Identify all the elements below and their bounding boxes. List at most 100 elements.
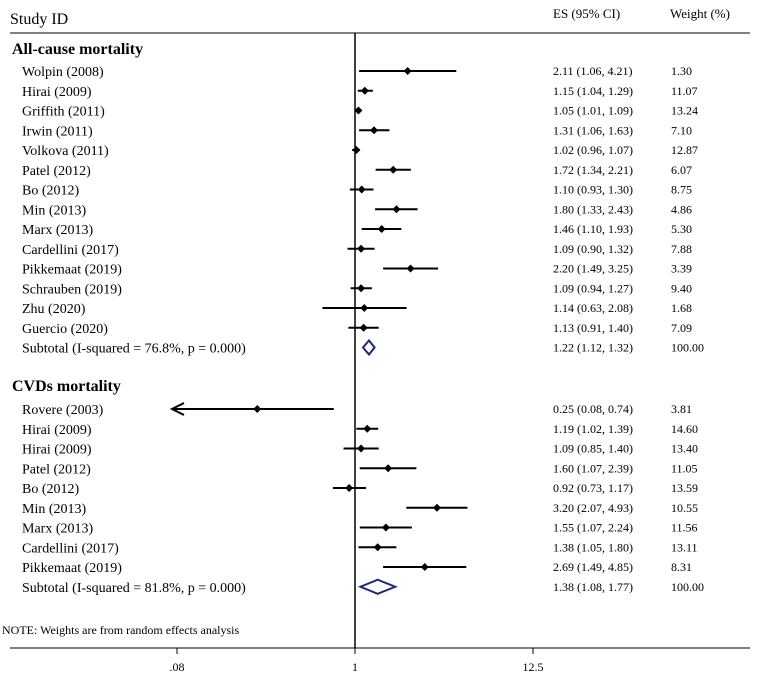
- study-row: Cardellini (2017) 1.38 (1.05, 1.80) 13.11: [22, 540, 698, 556]
- point-estimate: [384, 464, 393, 473]
- point-estimate: [354, 106, 363, 115]
- weight-value: 11.07: [671, 84, 698, 98]
- weight-value: 10.55: [671, 501, 698, 515]
- study-label: Marx (2013): [22, 223, 93, 238]
- study-label: Hirai (2009): [22, 443, 92, 458]
- study-label: Rovere (2003): [22, 403, 104, 418]
- point-estimate: [389, 165, 398, 174]
- point-estimate: [370, 126, 379, 135]
- study-row: Min (2013) 3.20 (2.07, 4.93) 10.55: [22, 501, 698, 517]
- study-row: Marx (2013) 1.55 (1.07, 2.24) 11.56: [22, 521, 698, 537]
- study-label: Schrauben (2019): [22, 282, 122, 297]
- subtotal-row: Subtotal (I-squared = 81.8%, p = 0.000) 1…: [22, 578, 704, 596]
- study-label: Volkova (2011): [22, 144, 109, 159]
- point-estimate: [377, 225, 386, 233]
- point-estimate: [357, 284, 366, 293]
- study-row: Zhu (2020) 1.14 (0.63, 2.08) 1.68: [22, 301, 692, 317]
- point-estimate: [381, 523, 390, 532]
- study-label: Cardellini (2017): [22, 541, 119, 556]
- es-ci-value: 1.09 (0.90, 1.32): [553, 242, 633, 256]
- weight-value: 100.00: [671, 580, 704, 594]
- point-estimate: [373, 543, 382, 552]
- study-label: Cardellini (2017): [22, 243, 119, 258]
- forest-rows: All-cause mortality Wolpin (2008) 2.11 (1.…: [12, 41, 704, 596]
- weight-value: 13.11: [671, 540, 698, 554]
- es-ci-header: ES (95% CI): [553, 6, 620, 21]
- point-estimate: [406, 264, 415, 273]
- es-ci-value: 1.46 (1.10, 1.93): [553, 222, 633, 236]
- study-label: Bo (2012): [22, 482, 80, 497]
- study-row: Hirai (2009) 1.09 (0.85, 1.40) 13.40: [22, 442, 698, 458]
- point-estimate: [392, 205, 401, 214]
- weight-value: 100.00: [671, 341, 704, 355]
- weight-value: 1.68: [671, 301, 692, 315]
- study-row: Min (2013) 1.80 (1.33, 2.43) 4.86: [22, 202, 692, 218]
- ci-arrow: [169, 402, 185, 416]
- es-ci-value: 1.13 (0.91, 1.40): [553, 321, 633, 335]
- study-row: Marx (2013) 1.46 (1.10, 1.93) 5.30: [22, 222, 692, 238]
- weight-value: 8.31: [671, 560, 692, 574]
- es-ci-value: 1.10 (0.93, 1.30): [553, 183, 633, 197]
- study-label: Min (2013): [22, 203, 87, 218]
- es-ci-value: 0.92 (0.73, 1.17): [553, 481, 633, 495]
- study-row: Wolpin (2008) 2.11 (1.06, 4.21) 1.30: [22, 64, 692, 80]
- es-ci-value: 0.25 (0.08, 0.74): [553, 402, 633, 416]
- study-row: Guercio (2020) 1.13 (0.91, 1.40) 7.09: [22, 321, 692, 337]
- weight-value: 8.75: [671, 183, 692, 197]
- point-estimate: [357, 444, 366, 453]
- point-estimate: [357, 244, 366, 253]
- study-row: Schrauben (2019) 1.09 (0.94, 1.27) 9.40: [22, 281, 692, 297]
- subtotal-row: Subtotal (I-squared = 76.8%, p = 0.000) 1…: [22, 338, 704, 357]
- study-row: Patel (2012) 1.72 (1.34, 2.21) 6.07: [22, 163, 692, 179]
- point-estimate: [360, 304, 369, 312]
- study-row: Volkova (2011) 1.02 (0.96, 1.07) 12.87: [22, 143, 698, 159]
- study-label: Min (2013): [22, 502, 87, 517]
- weight-value: 1.30: [671, 64, 692, 78]
- study-row: Hirai (2009) 1.15 (1.04, 1.29) 11.07: [22, 84, 698, 100]
- study-label: Griffith (2011): [22, 105, 105, 120]
- es-ci-value: 1.80 (1.33, 2.43): [553, 202, 633, 216]
- weight-header: Weight (%): [670, 6, 730, 21]
- study-label: Guercio (2020): [22, 322, 108, 337]
- es-ci-value: 1.31 (1.06, 1.63): [553, 123, 633, 137]
- es-ci-value: 1.38 (1.08, 1.77): [553, 580, 633, 594]
- es-ci-value: 2.69 (1.49, 4.85): [553, 560, 633, 574]
- subtotal-label: Subtotal (I-squared = 76.8%, p = 0.000): [22, 342, 246, 357]
- study-row: Cardellini (2017) 1.09 (0.90, 1.32) 7.88: [22, 242, 692, 258]
- point-estimate: [352, 146, 361, 154]
- study-row: Irwin (2011) 1.31 (1.06, 1.63) 7.10: [22, 123, 692, 139]
- study-label: Marx (2013): [22, 522, 93, 537]
- x-tick-label: .08: [170, 660, 185, 674]
- es-ci-value: 1.22 (1.12, 1.32): [553, 341, 633, 355]
- subgroup-1: CVDs mortality Rovere (2003) 0.25 (0.08, 0…: [12, 378, 704, 596]
- x-tick-label: 1: [352, 660, 358, 674]
- es-ci-value: 1.14 (0.63, 2.08): [553, 301, 633, 315]
- es-ci-value: 2.11 (1.06, 4.21): [553, 64, 633, 78]
- study-label: Zhu (2020): [22, 302, 86, 317]
- es-ci-value: 1.38 (1.05, 1.80): [553, 540, 633, 554]
- es-ci-value: 1.60 (1.07, 2.39): [553, 461, 633, 475]
- weight-value: 11.05: [671, 461, 698, 475]
- point-estimate: [363, 424, 372, 433]
- es-ci-value: 2.20 (1.49, 3.25): [553, 262, 633, 276]
- study-id-header: Study ID: [10, 11, 68, 28]
- study-row: Patel (2012) 1.60 (1.07, 2.39) 11.05: [22, 461, 698, 477]
- study-label: Hirai (2009): [22, 423, 92, 438]
- point-estimate: [360, 86, 369, 95]
- weight-value: 9.40: [671, 281, 692, 295]
- point-estimate: [253, 405, 262, 413]
- study-row: Bo (2012) 0.92 (0.73, 1.17) 13.59: [22, 481, 698, 497]
- weight-value: 3.39: [671, 262, 692, 276]
- subtotal-label: Subtotal (I-squared = 81.8%, p = 0.000): [22, 581, 246, 596]
- es-ci-value: 1.05 (1.01, 1.09): [553, 104, 633, 118]
- point-estimate: [432, 503, 441, 512]
- weight-value: 7.09: [671, 321, 692, 335]
- weight-value: 13.24: [671, 104, 698, 118]
- study-label: Patel (2012): [22, 462, 91, 477]
- es-ci-value: 3.20 (2.07, 4.93): [553, 501, 633, 515]
- weight-value: 11.56: [671, 521, 698, 535]
- pooled-diamond: [357, 578, 398, 595]
- es-ci-value: 1.15 (1.04, 1.29): [553, 84, 633, 98]
- weight-value: 13.40: [671, 442, 698, 456]
